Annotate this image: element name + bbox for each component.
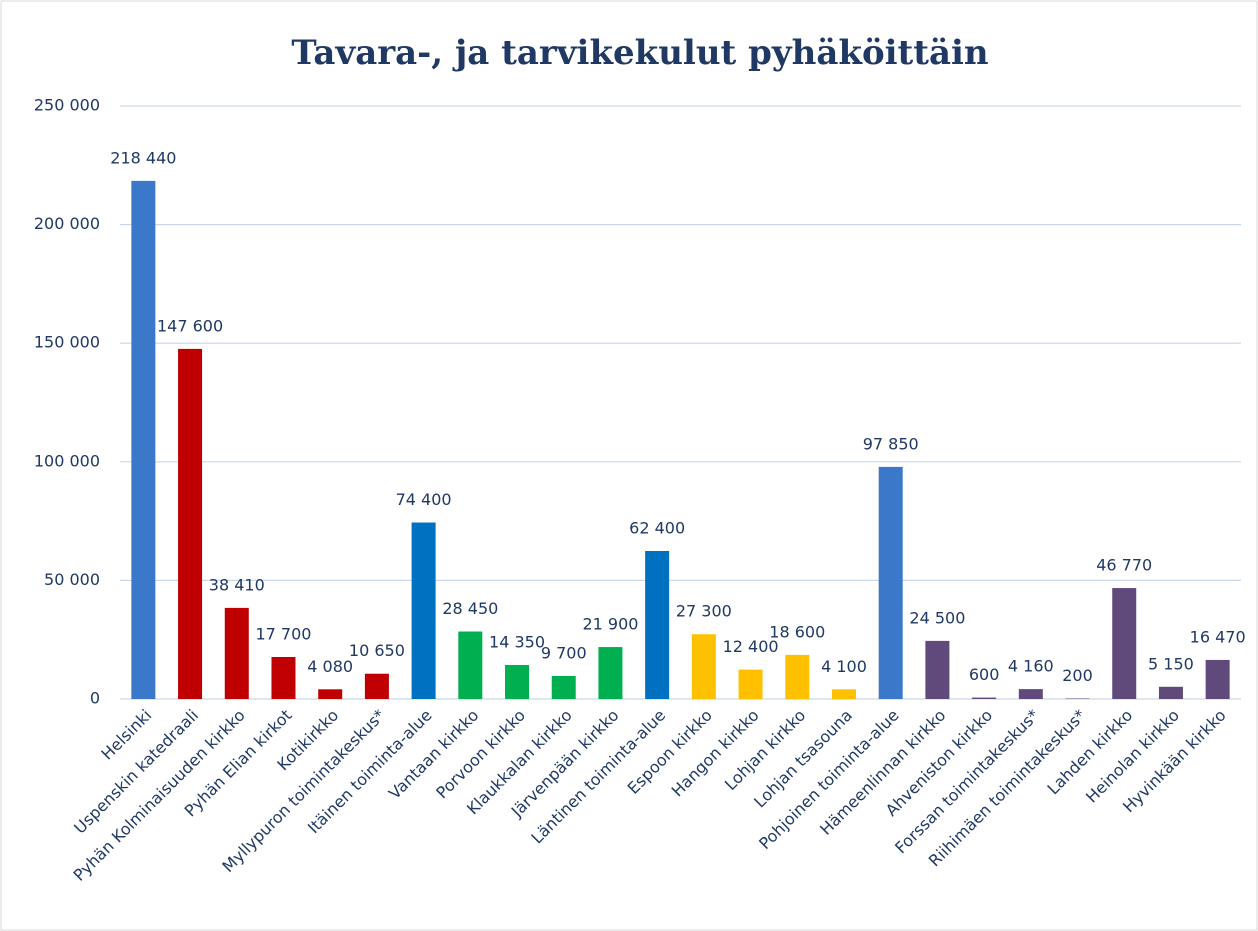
data-label: 21 900 [582,615,638,634]
bar [1205,659,1230,699]
bar [505,664,530,699]
data-label: 12 400 [723,637,779,656]
bar [1158,686,1183,699]
data-label: 97 850 [863,434,919,453]
data-label: 38 410 [209,575,265,594]
y-tick-label: 200 000 [34,214,100,233]
data-label: 9 700 [541,643,587,662]
bar [271,657,296,699]
bar [645,550,670,699]
data-label: 4 100 [821,657,867,676]
y-tick-label: 0 [90,689,100,708]
data-label: 4 080 [307,657,353,676]
bar [458,631,483,699]
bar [925,640,950,699]
data-label: 147 600 [157,316,223,335]
bar [738,669,763,699]
data-label: 28 450 [442,599,498,618]
data-label: 5 150 [1148,654,1194,673]
bar [551,675,576,699]
bar [972,697,997,699]
data-label: 46 770 [1096,556,1152,575]
data-label: 14 350 [489,632,545,651]
data-label: 17 700 [255,625,311,644]
data-label: 200 [1062,666,1093,685]
bar [224,607,249,699]
bar [318,689,343,699]
data-label: 218 440 [110,148,176,167]
data-label: 4 160 [1008,657,1054,676]
data-label: 16 470 [1190,627,1246,646]
bar [364,673,389,699]
data-label: 18 600 [769,622,825,641]
y-tick-label: 250 000 [34,96,100,115]
bar [178,348,203,699]
y-tick-label: 50 000 [44,570,100,589]
bar [1112,588,1137,699]
data-label: 600 [969,665,1000,684]
bar [411,522,436,699]
chart-title: Tavara-, ja tarvikekulut pyhäköittäin [291,33,988,73]
bar [785,654,810,699]
data-label: 74 400 [396,490,452,509]
data-label: 24 500 [909,608,965,627]
bar [691,634,716,699]
data-label: 62 400 [629,518,685,537]
data-label: 10 650 [349,641,405,660]
bar [1018,689,1043,699]
bar [131,180,156,699]
bar [878,466,903,699]
data-label: 27 300 [676,602,732,621]
bar [831,689,856,699]
y-tick-label: 150 000 [34,333,100,352]
y-tick-label: 100 000 [34,451,100,470]
bar [598,647,623,699]
